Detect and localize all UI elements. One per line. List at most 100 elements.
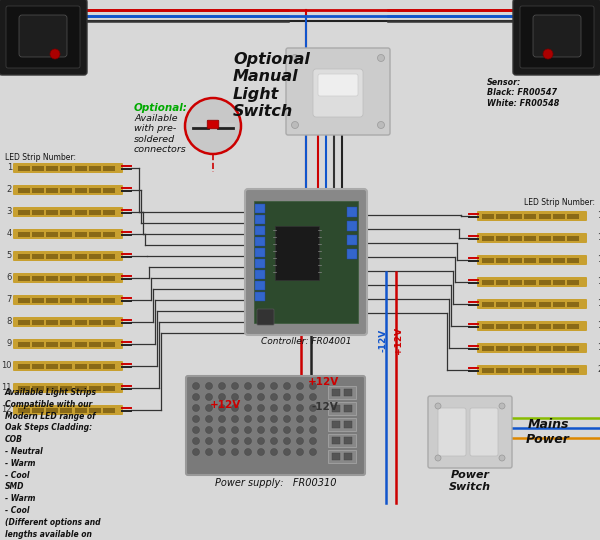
Bar [328, 450, 356, 463]
Bar [567, 235, 579, 240]
Bar [539, 258, 551, 262]
Bar [18, 210, 30, 214]
Bar [46, 275, 58, 280]
Bar [539, 280, 551, 285]
Circle shape [296, 449, 304, 456]
Bar [328, 418, 356, 431]
Circle shape [271, 427, 277, 434]
Circle shape [245, 437, 251, 444]
Bar [60, 232, 72, 237]
Bar [89, 187, 101, 192]
Bar [510, 213, 522, 219]
FancyBboxPatch shape [6, 6, 80, 68]
Circle shape [284, 415, 290, 422]
FancyBboxPatch shape [13, 273, 123, 283]
Bar [332, 405, 340, 412]
Text: Available
with pre-
soldered
connectors: Available with pre- soldered connectors [134, 114, 187, 154]
Circle shape [271, 415, 277, 422]
Circle shape [435, 455, 441, 461]
FancyBboxPatch shape [477, 343, 587, 353]
Circle shape [292, 55, 299, 62]
FancyBboxPatch shape [477, 211, 587, 221]
Bar [553, 323, 565, 328]
Circle shape [257, 427, 265, 434]
Circle shape [284, 382, 290, 389]
Bar [524, 368, 536, 373]
Circle shape [232, 404, 239, 411]
Bar [46, 363, 58, 368]
Circle shape [218, 437, 226, 444]
Circle shape [257, 415, 265, 422]
Bar [18, 386, 30, 390]
Bar [332, 453, 340, 460]
Circle shape [284, 449, 290, 456]
Bar [328, 386, 356, 399]
Circle shape [499, 403, 505, 409]
FancyBboxPatch shape [13, 185, 123, 195]
Circle shape [245, 449, 251, 456]
Bar [255, 259, 265, 268]
Circle shape [232, 427, 239, 434]
Bar [103, 187, 115, 192]
FancyBboxPatch shape [477, 277, 587, 287]
Bar [75, 275, 87, 280]
Text: 1: 1 [7, 164, 12, 172]
Text: 19: 19 [597, 343, 600, 353]
Bar [46, 232, 58, 237]
Circle shape [499, 455, 505, 461]
Circle shape [218, 415, 226, 422]
Circle shape [310, 382, 317, 389]
FancyBboxPatch shape [245, 189, 367, 335]
Bar [46, 210, 58, 214]
Text: 5: 5 [7, 252, 12, 260]
Text: 18: 18 [597, 321, 600, 330]
Bar [89, 165, 101, 171]
Bar [32, 275, 44, 280]
Circle shape [257, 404, 265, 411]
Bar [89, 253, 101, 259]
Bar [18, 232, 30, 237]
Bar [510, 323, 522, 328]
Bar [75, 253, 87, 259]
Bar [60, 210, 72, 214]
Bar [344, 421, 352, 428]
Bar [524, 235, 536, 240]
Bar [524, 280, 536, 285]
Bar [103, 253, 115, 259]
Bar [60, 386, 72, 390]
Circle shape [271, 382, 277, 389]
Bar [255, 204, 265, 213]
Circle shape [205, 427, 212, 434]
Bar [482, 323, 494, 328]
Bar [60, 341, 72, 347]
Circle shape [257, 449, 265, 456]
Bar [344, 405, 352, 412]
Bar [255, 237, 265, 246]
Bar [344, 389, 352, 396]
Bar [89, 341, 101, 347]
Bar [89, 275, 101, 280]
Circle shape [310, 437, 317, 444]
Text: Optional
Manual
Light
Switch: Optional Manual Light Switch [233, 52, 310, 119]
FancyBboxPatch shape [186, 376, 365, 475]
Bar [32, 386, 44, 390]
Bar [553, 213, 565, 219]
FancyBboxPatch shape [13, 361, 123, 371]
Bar [567, 346, 579, 350]
Bar [553, 346, 565, 350]
Bar [553, 258, 565, 262]
Bar [46, 253, 58, 259]
Bar [496, 346, 508, 350]
FancyBboxPatch shape [0, 0, 87, 75]
Bar [539, 235, 551, 240]
Circle shape [232, 437, 239, 444]
Circle shape [257, 437, 265, 444]
FancyBboxPatch shape [313, 69, 363, 117]
Bar [567, 213, 579, 219]
Bar [18, 320, 30, 325]
Bar [32, 165, 44, 171]
Bar [89, 210, 101, 214]
Bar [255, 215, 265, 224]
Circle shape [205, 437, 212, 444]
Circle shape [310, 404, 317, 411]
